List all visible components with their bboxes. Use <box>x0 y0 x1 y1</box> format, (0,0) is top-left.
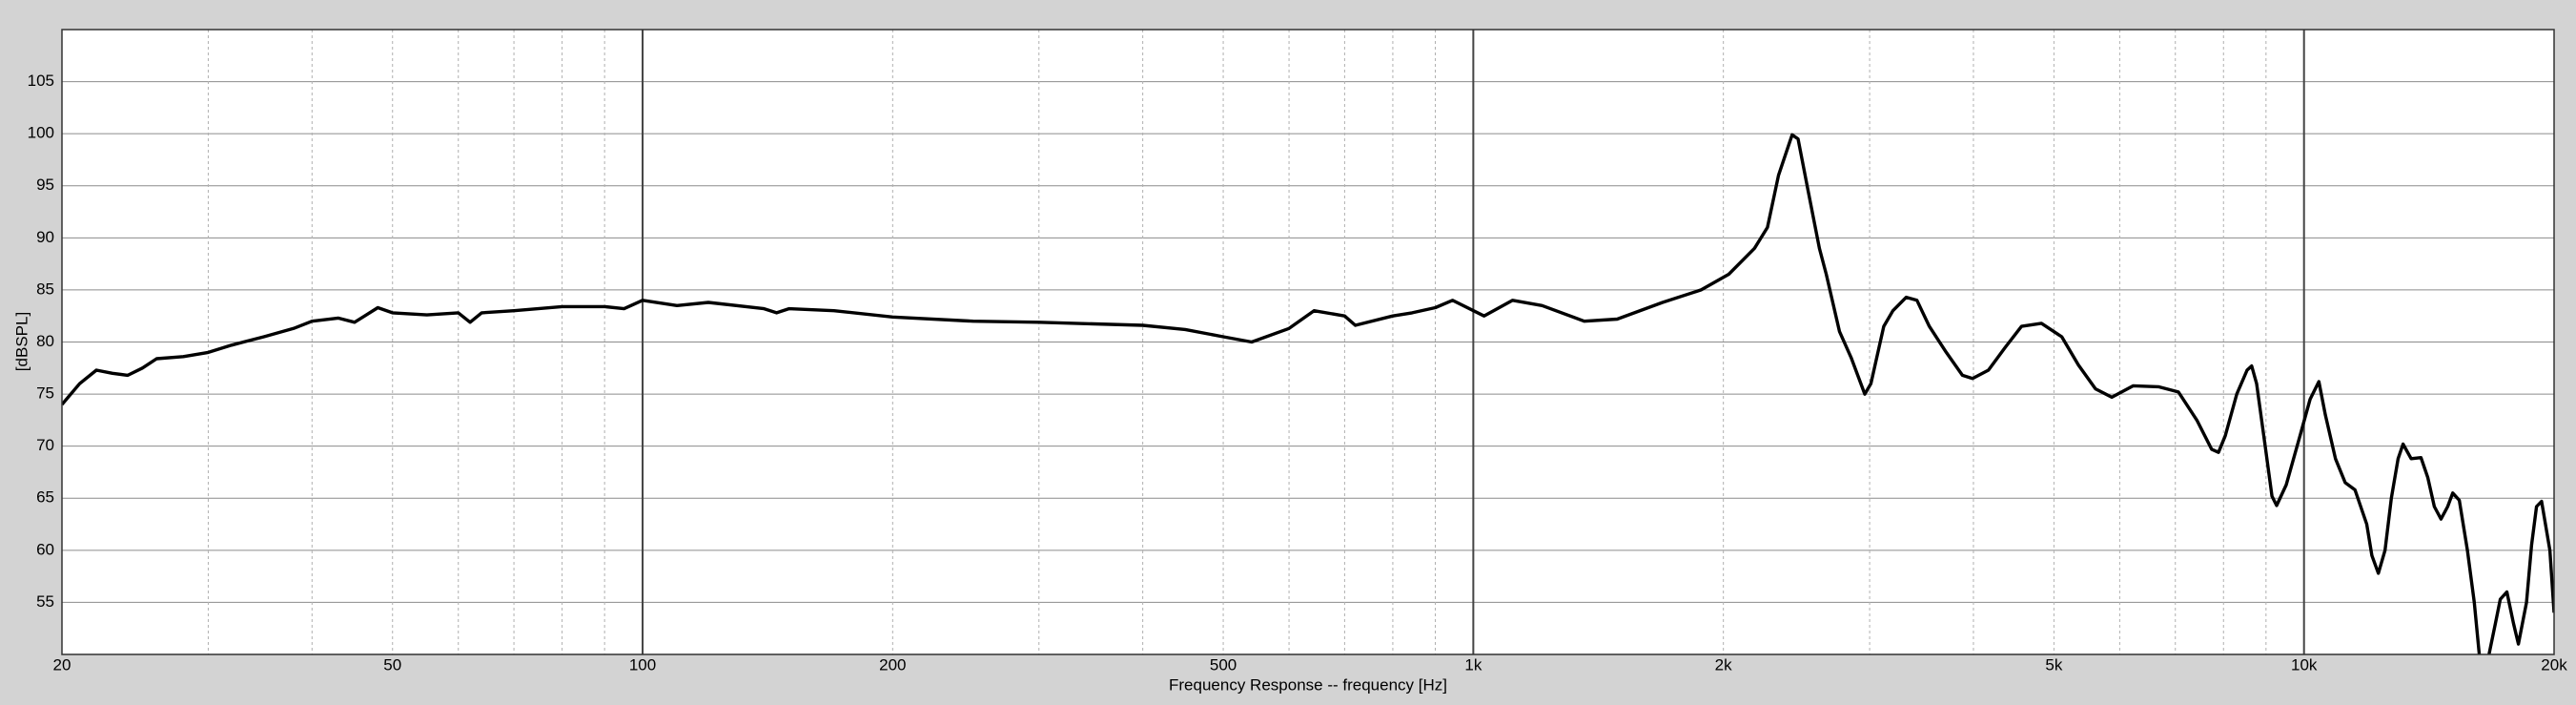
x-tick-label: 20k <box>2541 655 2567 674</box>
x-axis-label: Frequency Response -- frequency [Hz] <box>1169 675 1447 694</box>
x-tick-label: 1k <box>1464 655 1482 674</box>
y-tick-label: 100 <box>28 124 54 142</box>
y-tick-label: 75 <box>36 384 54 403</box>
y-tick-label: 95 <box>36 176 54 194</box>
response-line <box>62 133 2554 654</box>
y-tick-label: 65 <box>36 488 54 507</box>
x-tick-label: 10k <box>2291 655 2318 674</box>
x-tick-label: 100 <box>629 655 656 674</box>
y-tick-label: 55 <box>36 592 54 611</box>
x-tick-label: 500 <box>1210 655 1237 674</box>
y-tick-label: 70 <box>36 436 54 454</box>
y-tick-label: 60 <box>36 540 54 558</box>
x-tick-label: 20 <box>53 655 72 674</box>
y-tick-label: 85 <box>36 280 54 298</box>
y-tick-label: 80 <box>36 332 54 350</box>
plot-border <box>61 29 2555 655</box>
y-axis-label: [dBSPL] <box>12 312 31 371</box>
x-tick-label: 50 <box>383 655 401 674</box>
plot-clip <box>62 133 2554 654</box>
y-tick-label: 105 <box>28 72 54 90</box>
y-tick-label: 90 <box>36 228 54 246</box>
x-tick-label: 200 <box>879 655 906 674</box>
x-tick-label: 5k <box>2045 655 2062 674</box>
x-tick-label: 2k <box>1715 655 1732 674</box>
